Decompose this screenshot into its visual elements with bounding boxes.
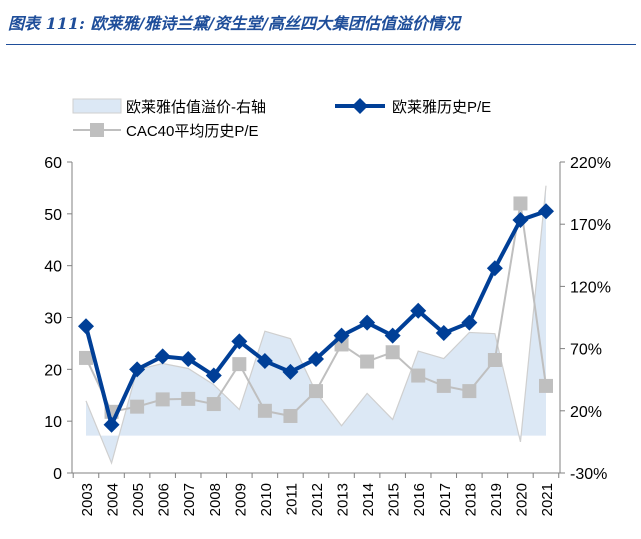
right-tick-label: -30% [570,466,607,483]
cac40-pe-point [539,378,553,393]
x-tick-label: 2018 [462,483,479,516]
legend-label-loreal: 欧莱雅历史P/E [392,99,491,116]
loreal-pe-point [359,314,376,331]
cac40-pe-point [487,353,502,368]
left-tick-label: 60 [44,155,62,172]
cac40-pe-point [436,378,451,393]
x-tick-label: 2004 [105,483,122,516]
cac40-pe-point [206,397,221,412]
cac40-pe-point [257,403,272,418]
cac40-pe-point [360,354,375,369]
right-tick-label: 120% [570,279,611,296]
cac40-pe-point [283,408,298,423]
cac40-pe-point [385,345,400,360]
x-tick-label: 2014 [360,483,377,516]
left-tick-label: 30 [44,311,62,328]
legend-swatch-premium [72,98,122,114]
x-tick-label: 2010 [258,483,275,516]
right-tick-label: 170% [570,217,611,234]
x-tick-label: 2017 [437,483,454,516]
x-tick-label: 2005 [130,483,147,516]
cac40-pe-point [513,196,528,211]
title-divider [6,44,636,45]
left-tick-label: 10 [44,414,62,431]
loreal-pe-point [486,260,503,277]
legend-marker-cac40 [90,123,104,137]
loreal-pe-point [205,367,222,384]
left-tick-label: 40 [44,259,62,276]
left-tick-label: 20 [44,362,62,379]
cac40-pe-point [79,350,93,365]
cac40-pe-point [155,392,170,407]
loreal-pe-point [435,325,452,342]
loreal-pe-point [461,314,478,331]
x-tick-label: 2006 [156,483,173,516]
loreal-pe-point [154,348,171,365]
loreal-pe-point [538,203,554,220]
loreal-pe-point [410,302,427,319]
x-tick-label: 2007 [181,483,198,516]
x-tick-label: 2003 [79,483,96,516]
loreal-pe-point [512,212,529,229]
legend-label-premium: 欧莱雅估值溢价-右轴 [126,99,266,116]
right-tick-label: 220% [570,155,611,172]
loreal-pe-point [231,333,248,350]
x-tick-label: 2019 [488,483,505,516]
loreal-pe-point [384,327,401,344]
loreal-pe-point [78,318,94,335]
x-tick-label: 2020 [513,483,530,516]
loreal-pe-point [180,350,197,367]
cac40-pe-point [181,391,196,406]
cac40-pe-point [462,384,477,399]
x-tick-label: 2008 [207,483,224,516]
loreal-pe-point [308,350,324,367]
loreal-pe-point [282,363,299,380]
x-tick-label: 2011 [283,483,300,515]
legend-marker-loreal [352,98,368,114]
premium-area [86,185,546,464]
cac40-pe-point [130,399,145,414]
x-tick-label: 2012 [309,483,326,516]
legend-label-cac40: CAC40平均历史P/E [126,123,259,140]
loreal-pe-point [129,361,146,378]
cac40-pe-point [309,384,323,399]
loreal-pe-point [103,416,120,433]
cac40-pe-point [232,357,247,372]
left-tick-label: 0 [53,466,62,483]
chart-title: 图表 111: 欧莱雅/雅诗兰黛/资生堂/高丝四大集团估值溢价情况 [8,14,460,33]
loreal-pe-point [256,353,273,370]
loreal-pe-point [333,327,350,344]
cac40-pe-point [411,368,426,383]
left-tick-label: 50 [44,207,62,224]
x-tick-label: 2013 [335,483,352,516]
x-tick-label: 2015 [386,483,403,516]
x-tick-label: 2009 [232,483,249,516]
x-tick-label: 2016 [411,483,428,516]
right-tick-label: 70% [570,342,602,359]
x-tick-label: 2021 [539,483,556,516]
right-tick-label: 20% [570,404,602,421]
